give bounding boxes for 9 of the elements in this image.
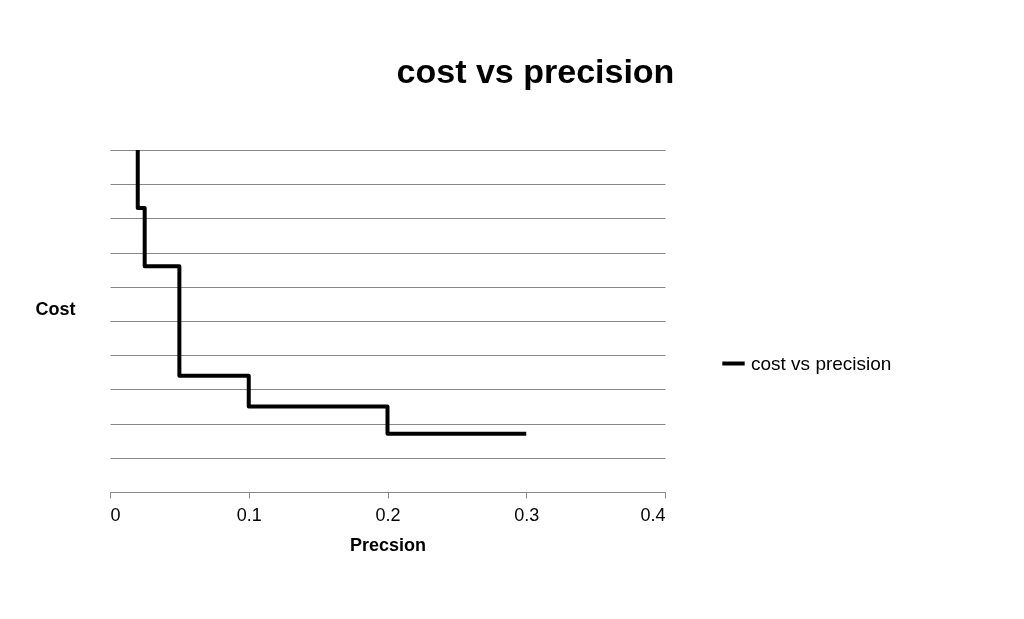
y-axis-title: Cost	[35, 298, 76, 319]
legend-label: cost vs precision	[751, 352, 892, 374]
x-tick-label: 0.1	[236, 504, 262, 525]
chart-title: cost vs precision	[396, 52, 675, 90]
x-tick-label: 0.2	[375, 504, 401, 525]
x-tick-label: 0	[110, 504, 121, 525]
x-tick-label: 0.3	[514, 504, 540, 525]
x-tick-label: 0.4	[640, 504, 666, 525]
x-axis-title: Precsion	[349, 534, 427, 555]
